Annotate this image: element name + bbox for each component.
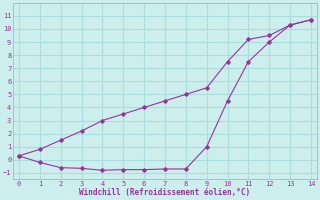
- X-axis label: Windchill (Refroidissement éolien,°C): Windchill (Refroidissement éolien,°C): [79, 188, 251, 197]
